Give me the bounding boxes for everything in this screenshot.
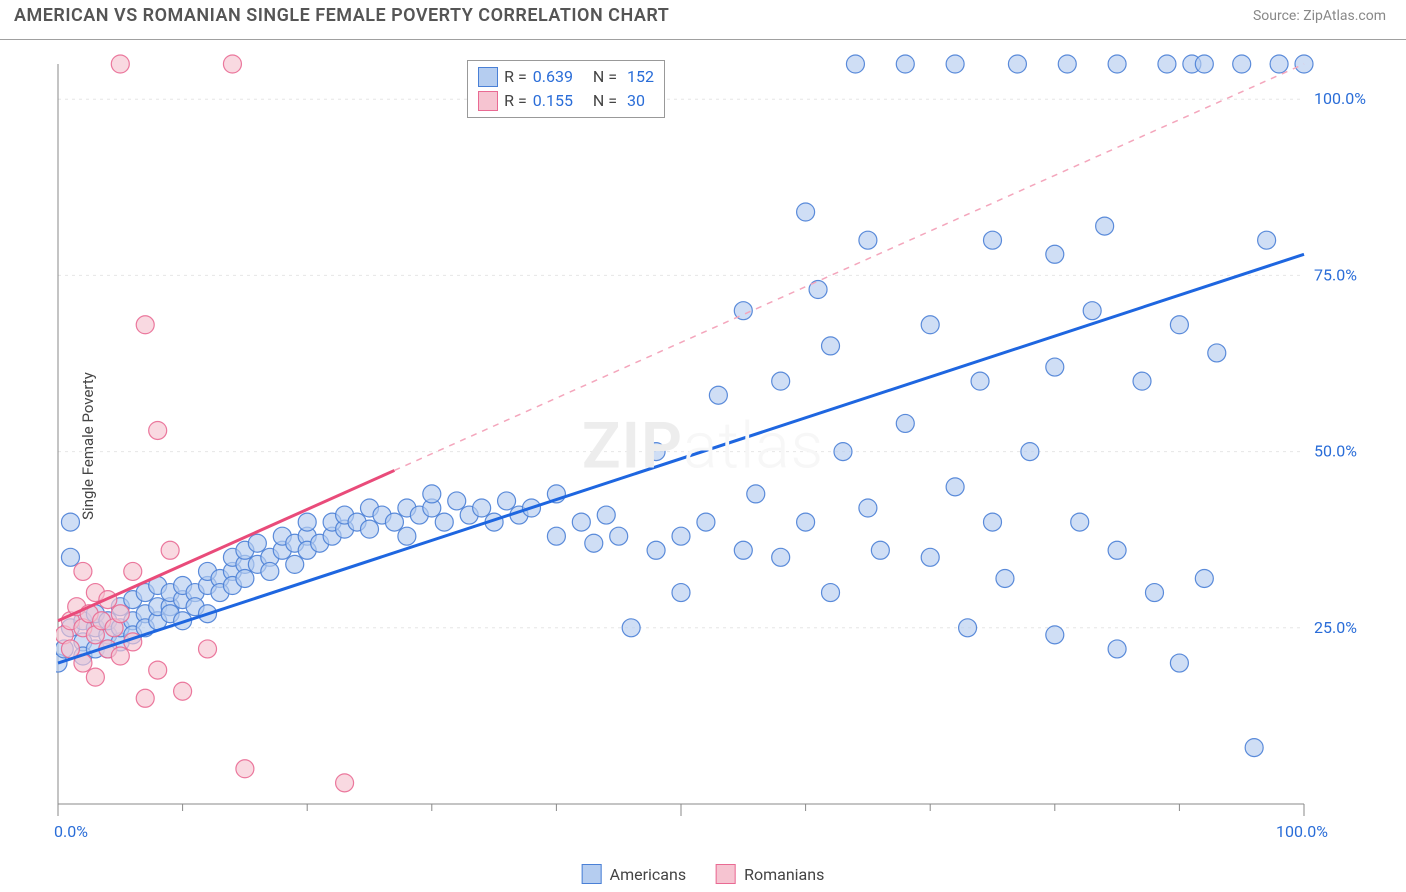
chart-title: AMERICAN VS ROMANIAN SINGLE FEMALE POVER… [14, 5, 669, 26]
source-label: Source: ZipAtlas.com [1253, 8, 1386, 24]
legend-swatch-pink [716, 864, 736, 884]
legend-label: Romanians [744, 865, 824, 884]
x-axis-max: 100.0% [1276, 822, 1328, 841]
svg-text:75.0%: 75.0% [1314, 265, 1357, 284]
chart-header: AMERICAN VS ROMANIAN SINGLE FEMALE POVER… [0, 0, 1406, 40]
series-legend: Americans Romanians [582, 864, 825, 884]
x-axis-min: 0.0% [54, 822, 88, 841]
legend-label: Americans [610, 865, 686, 884]
svg-text:50.0%: 50.0% [1314, 442, 1357, 461]
svg-text:25.0%: 25.0% [1314, 618, 1357, 637]
legend-swatch-blue [582, 864, 602, 884]
stats-legend: R = 0.639 N = 152 R = 0.155 N = 30 [467, 60, 665, 118]
svg-text:100.0%: 100.0% [1314, 89, 1366, 108]
legend-item-romanians: Romanians [716, 864, 824, 884]
legend-item-americans: Americans [582, 864, 686, 884]
watermark: ZIPatlas [582, 409, 824, 484]
